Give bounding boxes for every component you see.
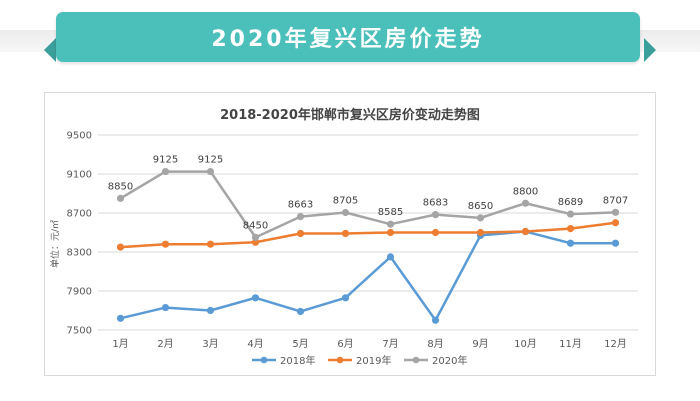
legend-label: 2018年 bbox=[280, 354, 315, 367]
x-tick-label: 4月 bbox=[247, 338, 263, 350]
data-label: 8800 bbox=[513, 186, 538, 197]
data-point bbox=[341, 229, 350, 238]
series-line bbox=[119, 170, 616, 239]
y-tick-label: 7900 bbox=[67, 287, 92, 298]
data-point bbox=[431, 228, 440, 237]
legend-item: 2018年 bbox=[252, 354, 315, 367]
legend-swatch-marker bbox=[336, 356, 344, 364]
data-point bbox=[161, 167, 170, 176]
y-tick-label: 8300 bbox=[67, 248, 92, 259]
legend-label: 2019年 bbox=[356, 354, 391, 367]
x-tick-label: 3月 bbox=[202, 338, 218, 350]
data-point bbox=[521, 227, 530, 236]
legend-swatch-marker bbox=[260, 356, 268, 364]
legend: 2018年 2019年 2020年 bbox=[252, 354, 467, 367]
data-point bbox=[431, 316, 440, 324]
banner: 2020年复兴区房价走势 bbox=[56, 12, 640, 62]
data-point bbox=[206, 167, 215, 176]
data-point bbox=[611, 208, 620, 216]
chart-title: 2018-2020年邯郸市复兴区房价变动走势图 bbox=[220, 107, 480, 123]
chart: 2018-2020年邯郸市复兴区房价变动走势图 单位：元/㎡ 7500 7900 8… bbox=[49, 107, 638, 367]
data-label: 8450 bbox=[243, 220, 268, 231]
x-tick-label: 5月 bbox=[292, 338, 308, 350]
series-line bbox=[120, 221, 616, 249]
legend-item: 2019年 bbox=[328, 354, 391, 367]
data-labels: 8850 9125 9125 8450 8663 8705 8585 8683 8650 8800… bbox=[108, 155, 628, 232]
data-point bbox=[296, 213, 305, 221]
y-tick-label: 7500 bbox=[67, 326, 92, 337]
y-tick-label: 9100 bbox=[67, 170, 92, 181]
legend-item: 2020年 bbox=[404, 354, 467, 367]
x-tick-label: 9月 bbox=[472, 338, 488, 350]
y-tick-label: 8700 bbox=[67, 209, 92, 220]
x-axis-ticks: 1月 2月 3月 4月 5月 6月 7月 8月 9月 10月 11月 12月 bbox=[112, 338, 627, 350]
series-1 bbox=[116, 219, 620, 251]
data-point bbox=[161, 303, 170, 312]
data-point bbox=[116, 314, 125, 322]
x-tick-label: 6月 bbox=[337, 338, 353, 350]
data-point bbox=[206, 240, 215, 248]
series bbox=[116, 167, 620, 324]
data-point bbox=[566, 239, 575, 247]
chart-frame: 2018-2020年邯郸市复兴区房价变动走势图 单位：元/㎡ 7500 7900 8… bbox=[44, 92, 656, 376]
data-label: 8585 bbox=[378, 207, 403, 218]
x-tick-label: 1月 bbox=[112, 338, 128, 350]
data-label: 8705 bbox=[333, 196, 358, 207]
data-label: 8689 bbox=[558, 197, 583, 208]
data-point bbox=[341, 208, 350, 217]
data-point bbox=[161, 240, 170, 248]
data-point bbox=[566, 225, 575, 233]
data-label: 9125 bbox=[153, 155, 178, 166]
data-label: 8707 bbox=[603, 195, 628, 206]
gridlines bbox=[98, 134, 638, 331]
x-tick-label: 10月 bbox=[514, 338, 537, 350]
banner-fold-right bbox=[644, 38, 656, 62]
x-tick-label: 11月 bbox=[559, 338, 582, 350]
data-point bbox=[476, 228, 485, 237]
data-point bbox=[521, 199, 530, 207]
data-point bbox=[296, 307, 305, 316]
y-axis-label: 单位：元/㎡ bbox=[49, 220, 61, 268]
data-point bbox=[431, 211, 440, 219]
data-point bbox=[251, 233, 260, 241]
x-tick-label: 2月 bbox=[157, 338, 173, 350]
legend-swatch-marker bbox=[412, 356, 420, 364]
data-point bbox=[386, 253, 395, 261]
legend-label: 2020年 bbox=[432, 354, 467, 367]
x-tick-label: 12月 bbox=[604, 338, 627, 350]
series-line bbox=[120, 230, 616, 322]
data-point bbox=[341, 294, 350, 302]
series-2 bbox=[116, 167, 620, 241]
data-point bbox=[611, 239, 620, 247]
data-point bbox=[476, 214, 485, 222]
data-label: 8663 bbox=[288, 200, 313, 211]
data-point bbox=[296, 229, 305, 238]
data-point bbox=[206, 306, 215, 315]
data-point bbox=[611, 219, 620, 227]
series-0 bbox=[116, 227, 620, 324]
data-label: 9125 bbox=[198, 155, 223, 166]
data-point bbox=[116, 243, 125, 251]
x-tick-label: 8月 bbox=[427, 338, 443, 350]
data-label: 8850 bbox=[108, 181, 133, 192]
y-tick-label: 9500 bbox=[67, 131, 92, 142]
y-axis-ticks: 7500 7900 8300 8700 9100 9500 bbox=[67, 131, 92, 337]
banner-title: 2020年复兴区房价走势 bbox=[211, 27, 485, 52]
data-label: 8650 bbox=[468, 201, 493, 212]
data-point bbox=[116, 194, 125, 202]
data-label: 8683 bbox=[423, 198, 448, 209]
data-point bbox=[566, 210, 575, 218]
data-point bbox=[386, 228, 395, 237]
banner-fold-left bbox=[44, 38, 56, 62]
x-tick-label: 7月 bbox=[382, 338, 398, 350]
data-point bbox=[251, 294, 260, 302]
data-point bbox=[386, 220, 395, 228]
